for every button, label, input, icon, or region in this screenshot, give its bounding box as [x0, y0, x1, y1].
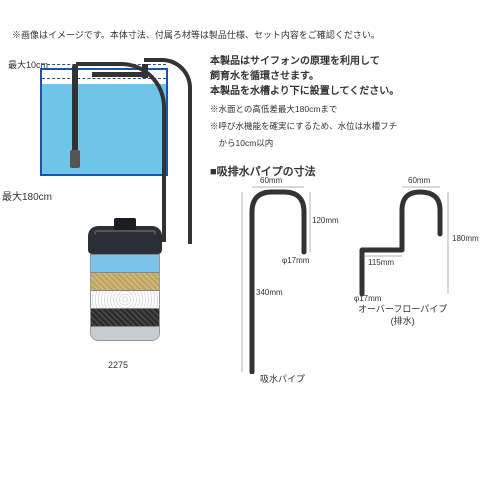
- pipe-dimensions-area: 60mm 120mm φ17mm 340mm 60mm 115mm 180mm …: [226, 178, 476, 388]
- intake-pipe-svg: [232, 184, 322, 374]
- canister-model: 2275: [108, 360, 128, 370]
- desc-note3: から10cm以内: [210, 137, 470, 150]
- pipe2-label: オーバーフローパイプ(排水): [358, 304, 447, 327]
- hose-outflow: [144, 58, 192, 244]
- media-layer-bio: [91, 272, 159, 290]
- disclaimer-note: ※画像はイメージです。本体寸法、付属ろ材等は製品仕様、セット内容をご確認ください…: [12, 28, 380, 41]
- desc-note2: ※呼び水機能を確実にするため、水位は水槽フチ: [210, 120, 470, 133]
- pipe1-label: 吸水パイプ: [260, 372, 305, 385]
- canister-filter: [88, 226, 162, 354]
- canister-body: [90, 254, 160, 341]
- media-layer-carbon: [91, 308, 159, 326]
- pipe2-stem-w: 115mm: [368, 258, 394, 267]
- pipe-section-title: ■吸排水パイプの寸法: [210, 163, 470, 179]
- desc-note1: ※水面との高低差最大180cmまで: [210, 103, 470, 116]
- desc-line2: 飼育水を循環させます。: [210, 69, 470, 84]
- media-layer-pad: [91, 326, 159, 340]
- pipe1-top-w: 60mm: [260, 176, 282, 185]
- media-layer-sponge: [91, 254, 159, 272]
- pipe2-h: 180mm: [452, 234, 479, 243]
- desc-line1: 本製品はサイフォンの原理を利用して: [210, 54, 470, 69]
- pipe1-dia: φ17mm: [282, 256, 309, 265]
- canister-head: [88, 226, 162, 254]
- pipe2-dia: φ17mm: [354, 294, 381, 303]
- pipe2-top-w: 60mm: [408, 176, 430, 185]
- pipe1-total-h: 340mm: [256, 288, 283, 297]
- desc-line3: 本製品を水槽より下に設置してください。: [210, 84, 470, 99]
- description-block: 本製品はサイフォンの原理を利用して 飼育水を循環させます。 本製品を水槽より下に…: [210, 54, 470, 189]
- tank-side-dim: 最大180cm: [2, 188, 52, 203]
- media-layer-ceramic: [91, 290, 159, 308]
- pipe1-hook-h: 120mm: [312, 216, 339, 225]
